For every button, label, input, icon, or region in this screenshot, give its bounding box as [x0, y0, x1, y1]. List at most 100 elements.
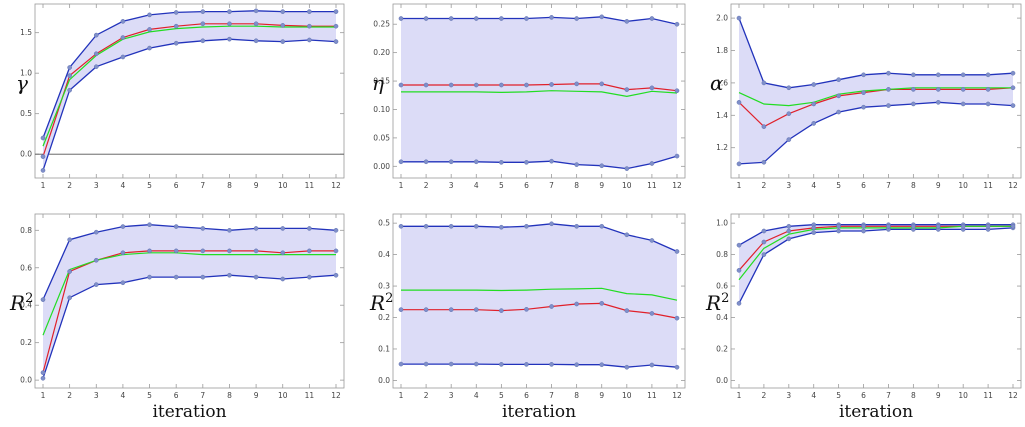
x-tick-label: 6: [861, 391, 866, 400]
series-red-line: [738, 87, 1014, 128]
panel-1: 0.00.51.01.51 2 3 4 5 6 7 8 9 10 11 12γ: [16, 3, 345, 190]
series-red-point: [599, 301, 605, 306]
y-axis-label-symbol: γ: [16, 71, 28, 95]
series-lower-point: [861, 228, 866, 234]
plot-frame: [34, 213, 345, 389]
series-lower-point: [624, 166, 630, 171]
series-lower-point: [147, 274, 152, 280]
series-lower-line: [401, 155, 678, 170]
series-lower-point: [674, 153, 680, 159]
series-red-point: [307, 248, 312, 254]
x-tick-label: 7: [200, 391, 205, 400]
y-axis-label-superscript: 2: [385, 291, 393, 306]
series-upper-point: [333, 9, 339, 14]
series-red-line: [42, 23, 336, 157]
series-lower-point: [649, 362, 655, 368]
series-red-point: [649, 311, 655, 316]
plot-frame: [392, 3, 686, 179]
x-tick-label: 2: [424, 181, 429, 190]
series-lower-point: [473, 361, 479, 367]
series-red-point: [120, 35, 126, 40]
series-upper-point: [120, 224, 126, 229]
series-lower-point: [549, 158, 554, 164]
y-tick-label: 0.3: [378, 282, 390, 291]
x-tick-label: 9: [254, 181, 259, 190]
series-red-point: [786, 228, 792, 234]
x-tick-label: 10: [622, 181, 632, 190]
y-tick-label: 0.05: [373, 133, 390, 142]
series-red-point: [120, 250, 126, 256]
x-tick-label: 11: [647, 181, 657, 190]
x-tick-label: 3: [786, 181, 791, 190]
series-lower-point: [93, 282, 99, 287]
series-red-point: [473, 82, 479, 88]
series-red-point: [960, 87, 966, 92]
series-red-point: [985, 223, 991, 229]
y-axis-label: R2: [9, 291, 33, 315]
series-red-point: [861, 90, 866, 95]
series-red-point: [786, 111, 792, 116]
series-lower-point: [398, 361, 404, 367]
series-red-point: [67, 73, 72, 78]
x-tick-label: 4: [811, 391, 816, 400]
x-tick-label: 3: [94, 391, 99, 400]
series-lower-point: [40, 375, 46, 381]
series-red-point: [333, 23, 339, 29]
series-lower-line: [738, 227, 1014, 304]
y-tick-label: 0.4: [378, 250, 390, 259]
series-red-point: [911, 87, 916, 92]
x-tick-label: 10: [622, 391, 632, 400]
x-tick-label: 6: [174, 181, 179, 190]
y-tick-label: 1.2: [716, 143, 728, 152]
series-lower-point: [333, 39, 339, 44]
series-upper-point: [649, 238, 655, 243]
series-red-point: [599, 81, 605, 87]
series-red-point: [574, 301, 579, 307]
x-tick-label: 3: [449, 181, 454, 190]
x-tick-label: 11: [983, 391, 993, 400]
series-lower-point: [861, 104, 866, 110]
series-red-point: [674, 88, 680, 94]
y-axis-label: R2: [369, 291, 393, 315]
series-upper-line: [738, 224, 1013, 246]
x-axis-label: iteration: [839, 402, 913, 422]
x-tick-label: 8: [911, 181, 916, 190]
series-upper-point: [120, 19, 126, 24]
series-lower-point: [574, 162, 579, 167]
x-tick-label: 10: [958, 391, 968, 400]
series-lower-point: [280, 276, 286, 282]
series-green-line: [42, 252, 336, 336]
series-upper-point: [736, 15, 742, 21]
series-lower-point: [836, 109, 841, 115]
y-tick-label: 0.2: [716, 344, 728, 353]
confidence-band: [401, 223, 677, 368]
series-upper-point: [147, 12, 152, 18]
series-upper-point: [253, 226, 259, 231]
series-green-line: [738, 87, 1013, 107]
series-red-point: [935, 87, 941, 92]
x-tick-label: 8: [574, 181, 579, 190]
x-tick-label: 8: [227, 181, 232, 190]
series-lower-point: [253, 274, 259, 280]
series-red-point: [911, 223, 916, 229]
series-red-point: [524, 82, 529, 88]
series-red-point: [280, 23, 286, 28]
series-upper-point: [200, 226, 206, 231]
series-lower-point: [280, 39, 286, 44]
x-tick-label: 12: [331, 391, 341, 400]
x-tick-label: 1: [41, 391, 46, 400]
y-tick-label: 0.2: [378, 313, 390, 322]
x-tick-label: 2: [424, 391, 429, 400]
series-upper-point: [960, 72, 966, 78]
y-tick-label: 0.6: [716, 282, 728, 291]
y-tick-label: 0.1: [378, 344, 390, 353]
series-upper-point: [674, 21, 680, 27]
series-green-line: [401, 287, 678, 301]
series-lower-point: [398, 159, 404, 165]
y-tick-label: 2.0: [716, 14, 728, 23]
series-red-point: [886, 87, 891, 92]
y-axis-label: γ: [16, 71, 28, 95]
series-lower-point: [761, 252, 767, 257]
x-tick-label: 6: [524, 391, 529, 400]
series-lower-point: [448, 159, 454, 165]
